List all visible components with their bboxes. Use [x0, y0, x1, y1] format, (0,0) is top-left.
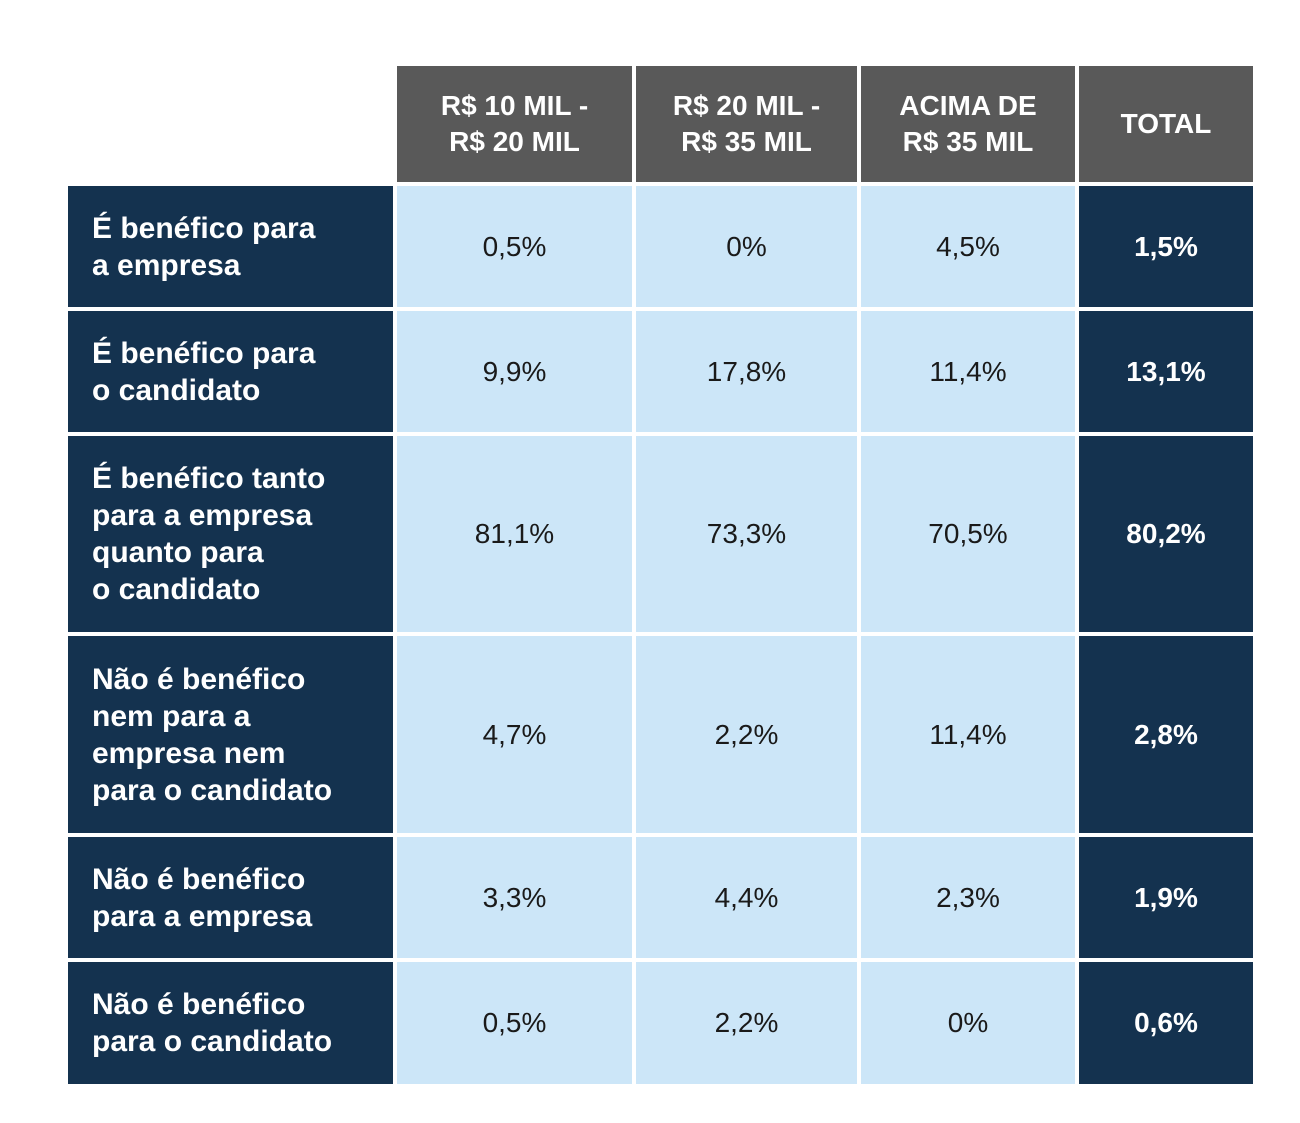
- column-header: TOTAL: [1079, 66, 1253, 182]
- row-label: Não é benéfico para a empresa: [68, 837, 393, 958]
- text-line: É benéfico tanto: [92, 462, 326, 495]
- value-cell: 4,7%: [397, 636, 632, 833]
- text-line: o candidato: [92, 573, 261, 606]
- text-line: Não é benéfico: [92, 988, 306, 1021]
- column-header: R$ 20 MIL - R$ 35 MIL: [636, 66, 857, 182]
- total-cell: 1,5%: [1079, 186, 1253, 307]
- text-line: R$ 35 MIL: [681, 126, 812, 157]
- row-label: É benéfico para a empresa: [68, 186, 393, 307]
- text-line: É benéfico para: [92, 211, 316, 245]
- text-line: É benéfico para: [92, 336, 316, 370]
- value-cell: 0%: [861, 962, 1075, 1084]
- text-line: R$ 35 MIL: [902, 126, 1034, 157]
- value-cell: 0,5%: [397, 962, 632, 1084]
- table: R$ 10 MIL - R$ 20 MIL R$ 20 MIL - R$ 35 MIL…: [68, 66, 1253, 1084]
- total-cell: 13,1%: [1079, 311, 1253, 432]
- text-line: o candidato: [92, 373, 261, 407]
- value-cell: 9,9%: [397, 311, 632, 432]
- text-line: para o candidato: [92, 1025, 333, 1058]
- value-cell: 11,4%: [861, 311, 1075, 432]
- text-line: R$ 20 MIL -: [672, 90, 821, 121]
- value-cell: 81,1%: [397, 436, 632, 632]
- value-cell: 73,3%: [636, 436, 857, 632]
- value-cell: 3,3%: [397, 837, 632, 958]
- row-label: Não é benéfico nem para a empresa nem para …: [68, 636, 393, 833]
- value-cell: 2,2%: [636, 636, 857, 833]
- text-line: Não é benéfico: [92, 862, 306, 896]
- value-cell: 2,2%: [636, 962, 857, 1084]
- text-line: empresa nem: [92, 736, 286, 770]
- row-label: É benéfico para o candidato: [68, 311, 393, 432]
- value-cell: 0,5%: [397, 186, 632, 307]
- text-line: para a empresa: [92, 899, 313, 933]
- text-line: ACIMA DE: [899, 90, 1037, 121]
- total-cell: 1,9%: [1079, 837, 1253, 958]
- value-cell: 4,4%: [636, 837, 857, 958]
- value-cell: 17,8%: [636, 311, 857, 432]
- text-line: para a empresa: [92, 499, 313, 532]
- column-header: R$ 10 MIL - R$ 20 MIL: [397, 66, 632, 182]
- value-cell: 70,5%: [861, 436, 1075, 632]
- row-label: É benéfico tanto para a empresa quanto par…: [68, 436, 393, 632]
- value-cell: 11,4%: [861, 636, 1075, 833]
- text-line: a empresa: [92, 248, 241, 282]
- row-label: Não é benéfico para o candidato: [68, 962, 393, 1084]
- text-line: para o candidato: [92, 773, 333, 807]
- text-line: TOTAL: [1120, 108, 1212, 139]
- text-line: quanto para: [92, 536, 264, 569]
- column-header: ACIMA DE R$ 35 MIL: [861, 66, 1075, 182]
- text-line: nem para a: [92, 699, 251, 733]
- value-cell: 2,3%: [861, 837, 1075, 958]
- text-line: R$ 20 MIL: [449, 126, 580, 157]
- total-cell: 2,8%: [1079, 636, 1253, 833]
- corner-cell: [68, 66, 393, 182]
- value-cell: 0%: [636, 186, 857, 307]
- total-cell: 80,2%: [1079, 436, 1253, 632]
- total-cell: 0,6%: [1079, 962, 1253, 1084]
- text-line: R$ 10 MIL -: [440, 90, 589, 121]
- text-line: Não é benéfico: [92, 662, 306, 696]
- value-cell: 4,5%: [861, 186, 1075, 307]
